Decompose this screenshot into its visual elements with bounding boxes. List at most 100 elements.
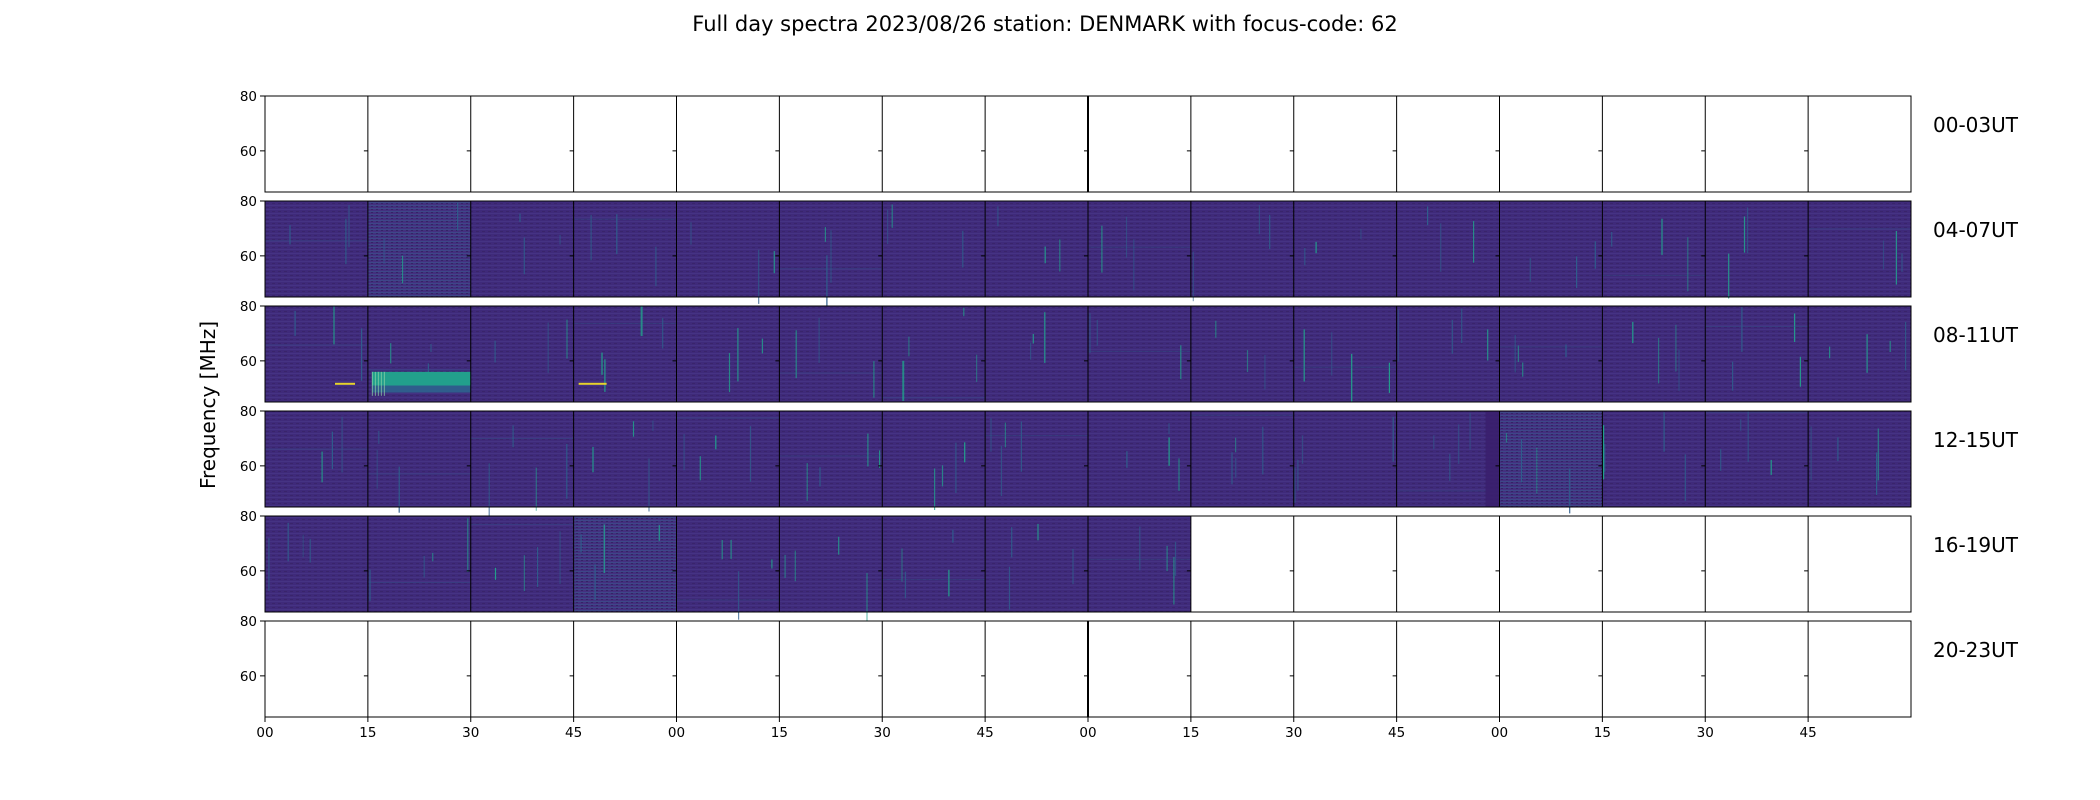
spectrum-panel: [1705, 411, 1809, 507]
rfi-streak: [547, 322, 549, 373]
rfi-streak: [1059, 239, 1061, 272]
rfi-streak: [401, 255, 404, 284]
row-label: 00-03UT: [1933, 113, 2019, 137]
spectrum-empty: [1088, 96, 1191, 192]
spectrum-data: [1190, 306, 1294, 402]
band-line: [367, 473, 471, 475]
band-line: [1499, 346, 1603, 348]
band-line: [676, 599, 780, 601]
row-04-07UT: [260, 200, 1912, 309]
rfi-streak: [990, 418, 992, 452]
rfi-streak: [948, 569, 950, 597]
rfi-streak: [721, 540, 723, 560]
rfi-streak: [1166, 545, 1168, 572]
band-line: [1396, 490, 1500, 492]
rfi-streak: [771, 559, 773, 569]
x-tick-label: 45: [977, 725, 994, 741]
rfi-streak: [604, 359, 606, 392]
rfi-streak: [1096, 320, 1098, 346]
rfi-streak: [390, 343, 392, 364]
hot-spot: [578, 382, 607, 385]
rfi-streak: [1215, 320, 1217, 338]
rfi-streak: [1594, 241, 1596, 269]
spectrum-data: [1396, 411, 1500, 507]
spectrum-panel: [882, 96, 986, 192]
spectrum-data: [1396, 306, 1500, 402]
spectrum-data: [1808, 411, 1911, 507]
spectrum-panel: [1499, 201, 1603, 297]
rfi-streak: [1675, 324, 1677, 372]
dark-band: [1485, 411, 1500, 507]
spectrum-data: [985, 201, 1088, 297]
rfi-streak: [976, 354, 978, 382]
rfi-streak: [523, 237, 525, 275]
band-line: [779, 455, 883, 457]
spectrum-panel: [470, 201, 574, 297]
hot-spot: [335, 382, 355, 385]
rfi-streak: [1008, 566, 1011, 610]
spectrum-panel: [882, 621, 986, 717]
spectrum-panel: [779, 411, 883, 507]
rfi-streak: [321, 451, 323, 483]
spectrum-data: [1808, 201, 1911, 297]
spectrum-panel: [1808, 621, 1911, 717]
spectrum-panel: [1190, 516, 1294, 612]
band-line: [1088, 246, 1191, 248]
y-tick-label: 60: [240, 354, 257, 370]
rfi-streak: [1517, 345, 1519, 362]
spectrum-data: [470, 306, 574, 402]
rfi-streak: [1684, 454, 1686, 501]
spectrum-empty: [1190, 96, 1294, 192]
rfi-streak: [494, 567, 497, 580]
spectrum-empty: [882, 96, 986, 192]
row-12-15UT: [260, 410, 1912, 518]
x-tick-label: 30: [1697, 725, 1714, 741]
rfi-streak: [1262, 426, 1264, 475]
spectrum-empty: [1396, 516, 1500, 612]
rfi-streak: [580, 534, 582, 553]
rfi-streak: [331, 431, 333, 469]
rfi-streak: [838, 536, 840, 555]
spectrum-data: [882, 201, 986, 297]
rfi-streak: [648, 458, 650, 512]
rfi-streak: [1740, 419, 1742, 431]
spectrum-panel: [882, 306, 986, 402]
spectrum-empty: [1088, 621, 1191, 717]
rfi-streak: [341, 416, 343, 473]
rfi-streak: [964, 442, 966, 463]
spectrum-panel: [779, 516, 883, 624]
rfi-streak: [904, 571, 906, 599]
spectrum-panel: [1396, 201, 1500, 297]
spectrum-panel: [1190, 411, 1294, 507]
rfi-streak: [867, 433, 869, 467]
spectrum-panel: [1499, 96, 1603, 192]
row-frame: [264, 515, 1912, 613]
rfi-streak: [1231, 452, 1233, 485]
rfi-streak: [1433, 435, 1435, 450]
band-line: [470, 438, 574, 439]
spectrum-data: [1808, 306, 1911, 402]
rfi-streak: [1235, 437, 1237, 453]
spectrum-data: [265, 516, 368, 612]
rfi-streak: [1603, 425, 1605, 480]
spectrum-panel: [1293, 516, 1397, 612]
rfi-streak: [830, 230, 832, 283]
rfi-streak: [345, 218, 347, 265]
rfi-streak: [1440, 223, 1442, 272]
rfi-streak: [1011, 527, 1013, 558]
spectrum-data: [367, 516, 471, 612]
y-tick-label: 60: [240, 144, 257, 160]
spectrum-data: [1602, 411, 1706, 507]
row-label: 16-19UT: [1933, 533, 2019, 557]
spectrum-panel: [779, 306, 883, 402]
spectrum-data: [1602, 306, 1706, 402]
x-tick-label: 30: [1285, 725, 1302, 741]
row-frame: [264, 305, 1912, 403]
x-tick-label: 45: [1800, 725, 1817, 741]
x-tick-label: 15: [771, 725, 788, 741]
row-frame: [264, 410, 1912, 508]
spectrum-data: [470, 411, 574, 507]
rfi-streak: [494, 340, 496, 363]
rfi-streak: [1687, 237, 1689, 292]
rfi-streak: [824, 227, 826, 242]
